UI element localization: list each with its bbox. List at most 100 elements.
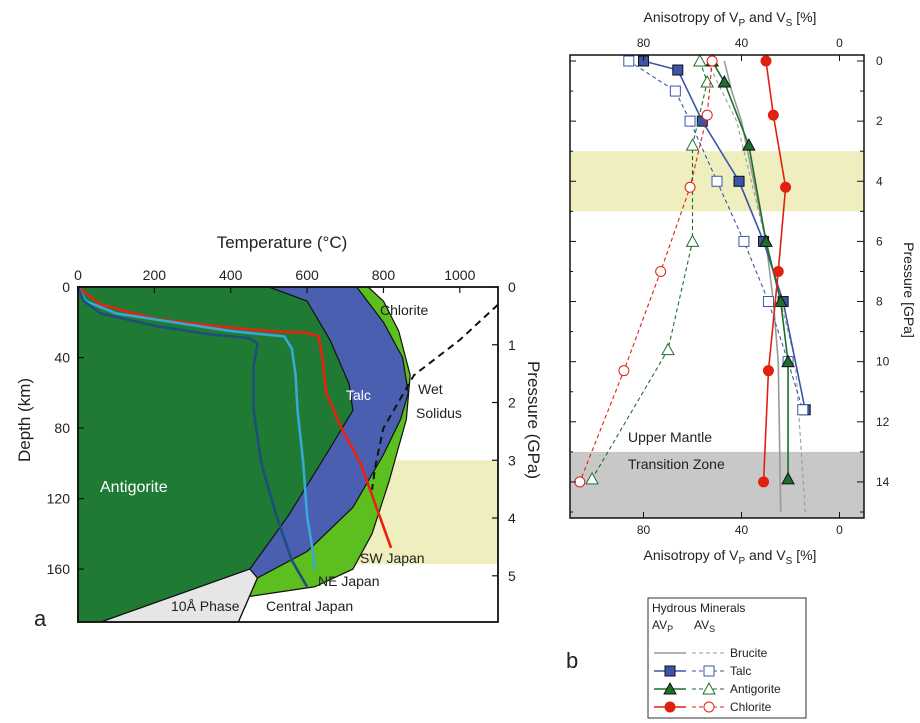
legend-box (647, 597, 807, 719)
talc-avs-point (738, 235, 750, 247)
depth-tick-label: 120 (47, 491, 71, 507)
label-chlorite: Chlorite (380, 302, 428, 318)
panel-a-label: a (34, 606, 47, 631)
talc-avs-point (623, 55, 635, 67)
pressure-tick-label: 2 (508, 395, 516, 411)
chlorite-legend-marker-s (703, 701, 715, 713)
talc-avs-point (684, 115, 696, 127)
panel-b-series (574, 53, 811, 513)
label-central-japan: Central Japan (266, 598, 353, 614)
x-tick-label: 800 (372, 267, 396, 283)
talc-avs-point (711, 175, 723, 187)
antigorite-avp-point (773, 294, 788, 308)
b-y-tick-label: 4 (876, 174, 883, 188)
panel-b-ylabel: Pressure [GPa] (901, 242, 917, 338)
b-x-tick-label-top: 0 (836, 36, 843, 50)
panel-a: 0 200 400 600 800 1000 0 40 80 120 160 0 1 2 3 4 5 Tempe… (15, 233, 543, 631)
panel-b-xlabel-bottom: Anisotropy of VP and VS [%] (644, 547, 817, 567)
b-y-tick-label: 10 (876, 355, 890, 369)
antigorite-legend-marker-s (702, 681, 716, 695)
b-x-tick-label-bottom: 0 (836, 523, 843, 537)
label-transition-zone: Transition Zone (628, 456, 725, 472)
talc-avp-point (733, 175, 745, 187)
chlorite-avp-point (758, 476, 770, 488)
pressure-tick-label: 5 (508, 568, 516, 584)
ten-a-boundary (237, 577, 259, 623)
b-y-tick-label: 6 (876, 234, 883, 248)
panel-b-xlabel-top: Anisotropy of VP and VS [%] (644, 9, 817, 29)
antigorite-avs-point (585, 471, 599, 485)
b-x-tick-label-bottom: 80 (637, 523, 651, 537)
chlorite-avp-point (772, 265, 784, 277)
legend-items: Brucite Talc Antigorite Chlorite (654, 646, 781, 714)
brucite-avp-line (723, 60, 782, 513)
panel-b-transition-band (570, 451, 864, 518)
legend-title: Hydrous Minerals (652, 601, 745, 615)
brucite-avs-line (706, 60, 806, 513)
legend-col2: AVS (694, 618, 715, 634)
depth-tick-label: 80 (54, 420, 70, 436)
antigorite-avs-point (700, 75, 715, 88)
pressure-tick-label: 1 (508, 337, 516, 353)
chlorite-legend-marker-p (664, 701, 676, 713)
label-wet: Wet (418, 381, 443, 397)
antigorite-avs-point (693, 53, 707, 67)
b-x-tick-label-bottom: 40 (735, 523, 749, 537)
panel-a-y2label: Pressure (GPa) (524, 361, 543, 479)
panel-b-frame (569, 54, 865, 519)
b-y-tick-label: 14 (876, 475, 890, 489)
antigorite-avp-point (781, 354, 795, 368)
panel-a-geotherms (76, 285, 393, 588)
legend: Hydrous Minerals AVP AVS Brucite Talc Anti… (647, 597, 807, 719)
pressure-tick-label: 3 (508, 452, 516, 468)
chlorite-avs-point (706, 55, 718, 67)
chlorite-avp-line (762, 60, 787, 482)
panel-a-fields (77, 286, 499, 623)
chlorite-avs-point (574, 476, 586, 488)
depth-tick-label: 160 (47, 561, 71, 577)
panel-a-title: Temperature (°C) (217, 233, 348, 252)
panel-b-ticks: 80 80 40 40 0 0 0 2 4 6 8 10 12 14 (570, 36, 890, 537)
antigorite-legend-marker-p (663, 681, 677, 695)
chlorite-avs-line (579, 60, 713, 483)
talc-legend-marker-p (664, 665, 676, 677)
chlorite-avs-point (701, 109, 713, 121)
ne-japan-geotherm (76, 286, 317, 570)
panel-a-ticks: 0 200 400 600 800 1000 0 40 80 120 160 0 1 2 3 4 5 (47, 267, 516, 584)
chlorite-avp-point (767, 109, 779, 121)
talc-avs-point (669, 85, 681, 97)
x-tick-label: 600 (295, 267, 319, 283)
panel-b: 80 80 40 40 0 0 0 2 4 6 8 10 12 14 Upper Mantle Trans… (566, 9, 917, 673)
chlorite-legend-label: Chlorite (730, 700, 772, 714)
chlorite-avs-point (618, 365, 630, 377)
b-y-tick-label: 2 (876, 114, 883, 128)
chlorite-avp-point (762, 365, 774, 377)
brucite-legend-label: Brucite (730, 646, 768, 660)
chlorite-avs-point (684, 181, 696, 193)
antigorite-avs-point (661, 342, 675, 356)
x-tick-label: 400 (219, 267, 243, 283)
talc-avs-point (797, 404, 809, 416)
chlorite-avp-point (760, 55, 772, 67)
pressure-tick-label: 0 (508, 279, 516, 295)
label-upper-mantle: Upper Mantle (628, 429, 712, 445)
central-japan-geotherm (76, 286, 309, 588)
talc-avp-point (672, 64, 684, 76)
antigorite-avp-point (759, 234, 773, 247)
antigorite-avs-point (685, 234, 700, 247)
talc-legend-label: Talc (730, 664, 751, 678)
label-ne-japan: NE Japan (318, 573, 379, 589)
label-solidus: Solidus (416, 405, 462, 421)
x-tick-label: 200 (143, 267, 167, 283)
panel-a-frame (77, 286, 499, 623)
legend-col1: AVP (652, 618, 673, 634)
label-10a-phase: 10Å Phase (171, 598, 240, 614)
talc-legend-marker-s (703, 665, 715, 677)
pressure-tick-label: 4 (508, 510, 516, 526)
chlorite-avp-point (780, 181, 792, 193)
antigorite-avp-point (781, 471, 795, 485)
depth-tick-label: 0 (62, 279, 70, 295)
chlorite-avs-point (655, 265, 667, 277)
b-x-tick-label-top: 80 (637, 36, 651, 50)
